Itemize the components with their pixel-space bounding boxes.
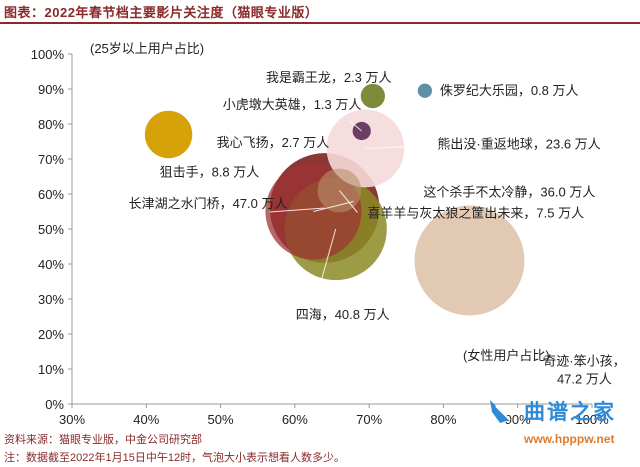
bubble-10 [417,83,433,98]
bubble-label-2: 奇迹·笨小孩， 47.2 万人 [543,354,625,387]
x-tick-label-7: 100% [575,412,609,427]
x-tick-label-4: 70% [356,412,382,427]
y-tick-label-7: 70% [38,152,64,167]
bubble-7 [155,120,181,146]
watermark-title: 曲谱之家 [524,401,616,424]
x-tick-label-5: 80% [430,412,456,427]
pen-logo-icon [490,400,511,423]
y-tick-label-10: 100% [31,47,65,62]
y-tick-label-8: 80% [38,117,64,132]
tick-labels-layer: 0% 10% 20% 30% 40% 50% 60% 70% 80% 90% 100% 30% 40% 5… [31,47,609,427]
bubble-2 [414,205,525,316]
leader-line-1 [317,228,337,294]
bubble-label-6: 狙击手，8.8 万人 [160,165,260,180]
leader-line-3 [365,146,411,149]
leader-line-4 [313,201,354,212]
y-axis-label: (25岁以上用户占比) [90,41,204,56]
leader-line-0 [269,207,325,213]
x-axis-label: (女性用户占比) [463,348,550,363]
footnote: 注：数据截至2022年1月15日中午12时，气泡大小表示想看人数多少。 [4,452,346,464]
bubble-label-5: 喜羊羊与灰太狼之筐出未来，7.5 万人 [367,206,584,221]
bubble-chart: 0% 10% 20% 30% 40% 50% 60% 70% 80% 90% 100% 30% 40% 5… [31,41,626,427]
x-tick-label-0: 30% [59,412,85,427]
bubble-label-1: 四海，40.8 万人 [296,307,390,322]
bubble-label-9: 我是霸王龙，2.3 万人 [266,70,392,85]
bubble-label-8: 小虎墩大英雄，1.3 万人 [223,97,362,112]
source-note: 资料来源：猫眼专业版，中金公司研究部 [4,434,202,446]
bubble-9 [360,83,385,109]
watermark-url: www.hpppw.net [524,432,615,446]
leader-line-8 [349,120,363,132]
y-tick-label-3: 30% [38,292,64,307]
bubble-label-0: 长津湖之水门桥，47.0 万人 [129,196,288,211]
y-tick-label-9: 90% [38,82,64,97]
leader-lines-layer [269,120,411,294]
x-tick-label-6: 90% [505,412,531,427]
bubble-6 [144,110,193,159]
bubble-label-3: 熊出没·重返地球，23.6 万人 [437,137,600,152]
x-tick-label-3: 60% [282,412,308,427]
watermark: 曲谱之家 www.hpppw.net [484,394,634,454]
y-tick-label-4: 40% [38,257,64,272]
bubble-label-10: 侏罗纪大乐园，0.8 万人 [440,83,579,98]
axes-layer [68,53,593,408]
y-tick-label-5: 50% [38,222,64,237]
x-tick-label-2: 50% [208,412,234,427]
bubble-label-4: 这个杀手不太冷静，36.0 万人 [423,185,595,200]
y-tick-label-2: 20% [38,327,64,342]
y-tick-label-6: 60% [38,187,64,202]
leader-line-5 [339,190,358,213]
chart-title: 图表：2022年春节档主要影片关注度（猫眼专业版） [4,5,319,20]
y-tick-label-1: 10% [38,362,64,377]
x-tick-label-1: 40% [133,412,159,427]
title-divider [0,22,640,24]
bubble-label-7: 我心飞扬，2.7 万人 [217,135,330,150]
y-tick-label-0: 0% [45,397,64,412]
